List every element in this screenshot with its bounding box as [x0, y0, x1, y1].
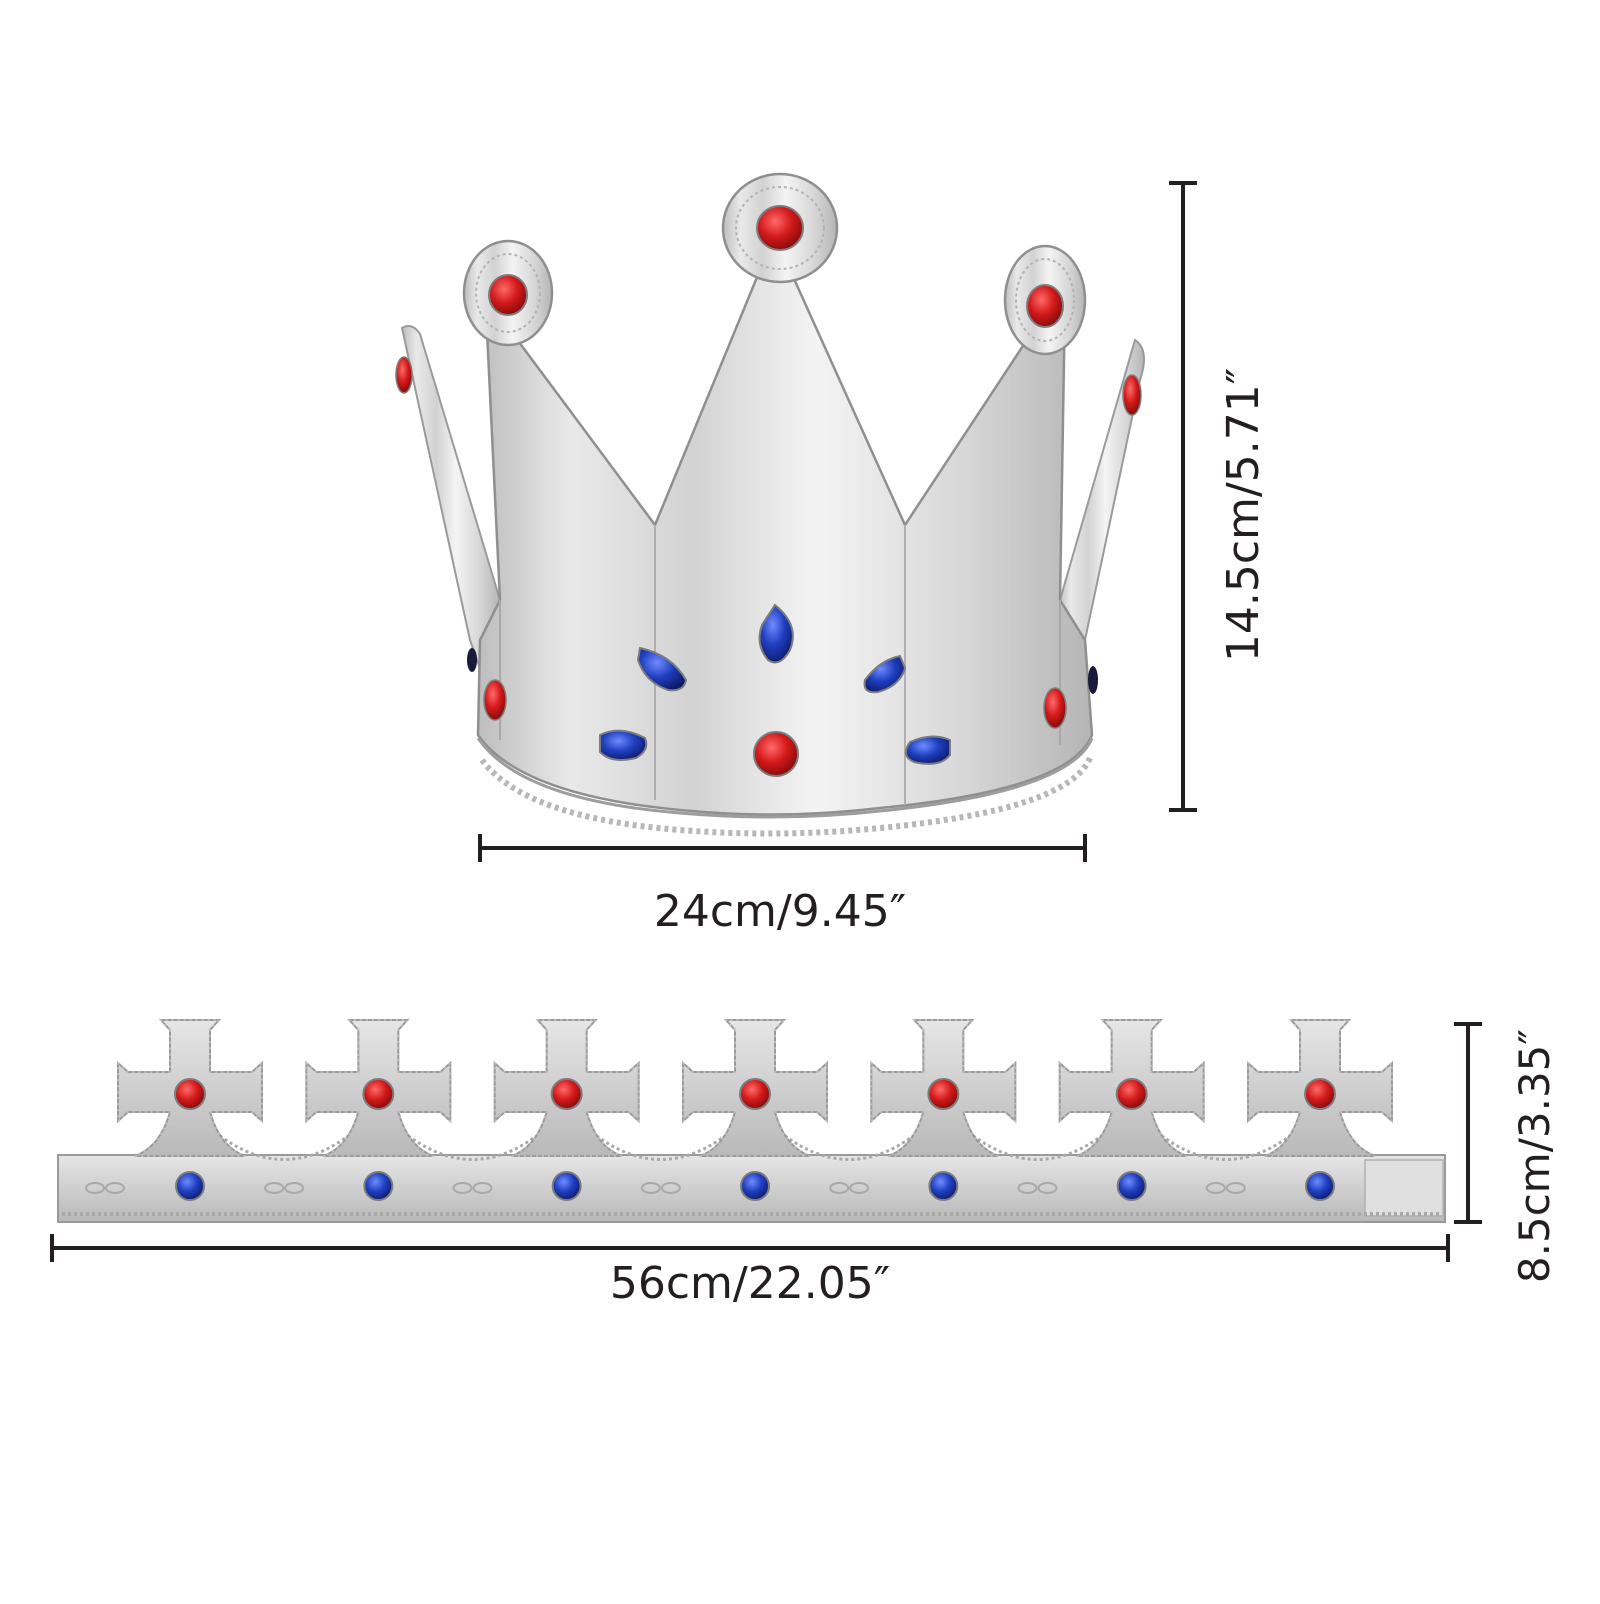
band-cross [493, 1019, 731, 1201]
crown-sapphire-gems [467, 603, 1098, 765]
band-ruby-gem [362, 1078, 395, 1110]
band-ruby-gem [1115, 1078, 1148, 1110]
band-sapphire-gem [1116, 1171, 1147, 1201]
crown-band-icon [57, 1019, 1446, 1223]
band-velcro-patch [1364, 1159, 1444, 1217]
band-sapphire-gem [551, 1171, 582, 1201]
band-ruby-gem [1304, 1078, 1336, 1110]
band-sapphire-gem [175, 1171, 205, 1201]
band-ruby-gem [739, 1078, 771, 1110]
crown-width-dimension-line [478, 834, 1087, 862]
band-cross [1247, 1019, 1393, 1201]
crown-rim [476, 737, 1094, 819]
band-cross [1058, 1019, 1296, 1201]
crown-ruby-gems [395, 205, 1142, 777]
band-cross [305, 1019, 543, 1201]
band-sapphire-gem [1305, 1171, 1335, 1201]
crown-width-label: 24cm/9.45″ [653, 886, 907, 937]
band-cross [870, 1019, 1108, 1201]
band-sapphire-gem [928, 1171, 959, 1201]
silver-crown-icon [395, 172, 1145, 837]
band-sapphire-gem [740, 1171, 770, 1201]
band-width-dimension-line [50, 1234, 1450, 1262]
crown-body [476, 268, 1094, 816]
band-width-label: 56cm/22.05″ [609, 1258, 891, 1309]
band-cross [117, 1019, 355, 1201]
band-ruby-gem [927, 1078, 960, 1110]
band-sapphire-gem [363, 1171, 394, 1201]
band-cross [682, 1019, 920, 1201]
band-height-dimension-line [1454, 1022, 1482, 1224]
band-ruby-gem [550, 1078, 583, 1110]
band-ruby-gem [174, 1078, 206, 1110]
crown-height-label: 14.5cm/5.71″ [1218, 367, 1269, 663]
band-height-label: 8.5cm/3.35″ [1510, 1028, 1559, 1284]
crown-height-dimension-line [1169, 181, 1197, 812]
